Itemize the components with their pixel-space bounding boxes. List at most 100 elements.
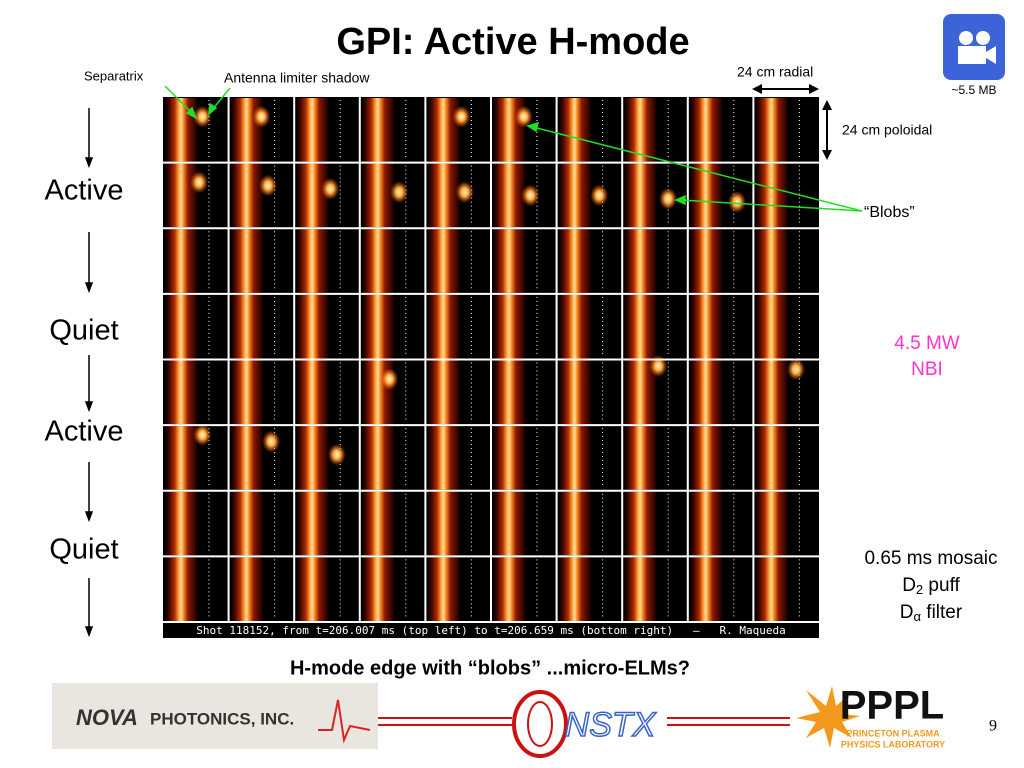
plasma-edge xyxy=(296,294,329,359)
pointer-lines xyxy=(164,85,863,212)
radial-label: 24 cm radial xyxy=(737,64,813,80)
plasma-edge xyxy=(230,491,263,556)
plasma-edge xyxy=(493,163,525,228)
plasma-edge xyxy=(361,163,394,228)
plasma-edge xyxy=(493,491,525,556)
plasma-edge xyxy=(427,294,460,359)
plasma-edge xyxy=(755,426,788,490)
nova-name: NOVA xyxy=(76,705,138,730)
blob xyxy=(258,174,277,197)
plasma-edge xyxy=(558,360,591,425)
puff-base: D xyxy=(902,575,916,596)
plasma-edge xyxy=(624,294,657,359)
plasma-edge xyxy=(230,426,263,490)
plasma-edge xyxy=(755,163,788,228)
plasma-edge xyxy=(558,491,591,556)
plasma-edge xyxy=(165,294,197,359)
plasma-edge xyxy=(296,98,329,162)
plasma-edge xyxy=(427,426,460,490)
plasma-edge xyxy=(755,294,788,359)
plasma-edge xyxy=(755,98,788,162)
plasma-edge xyxy=(165,360,197,425)
plasma-edge xyxy=(361,229,394,293)
puff-note: D2 puff xyxy=(902,575,960,597)
slide-title: GPI: Active H-mode xyxy=(336,21,689,63)
poloidal-label: 24 cm poloidal xyxy=(842,122,932,138)
blob xyxy=(521,184,540,207)
video-icon[interactable] xyxy=(943,14,1005,80)
puff-sub: 2 xyxy=(916,582,923,597)
nova-logo: NOVA PHOTONICS, INC. xyxy=(52,683,378,749)
blob xyxy=(452,105,471,128)
gpi-mosaic xyxy=(163,97,819,638)
phase-label: Active xyxy=(45,175,124,207)
plasma-edge xyxy=(624,426,657,490)
plasma-edge xyxy=(689,163,722,228)
plasma-edge xyxy=(361,98,394,162)
plasma-edge xyxy=(493,360,525,425)
plasma-edge xyxy=(296,491,329,556)
blob xyxy=(252,105,271,128)
plasma-edge xyxy=(165,426,197,490)
plasma-edge xyxy=(689,426,722,490)
blob xyxy=(380,368,399,391)
plasma-edge xyxy=(296,360,329,425)
blobs-label: “Blobs” xyxy=(864,204,915,221)
plasma-edge xyxy=(230,294,263,359)
divider-lines xyxy=(378,717,790,726)
plasma-edge xyxy=(624,229,657,293)
blob xyxy=(190,171,209,194)
pppl-name: PPPL xyxy=(840,684,944,728)
plasma-edge xyxy=(493,557,525,621)
plasma-edge xyxy=(361,491,394,556)
separatrix-label: Separatrix xyxy=(84,68,144,83)
blob xyxy=(321,177,340,200)
page-number: 9 xyxy=(989,718,997,735)
plasma-edge xyxy=(427,163,460,228)
heating-source: NBI xyxy=(911,359,943,380)
plasma-edge xyxy=(558,557,591,621)
plasma-edge xyxy=(230,360,263,425)
filter-sub: α xyxy=(914,609,922,624)
blob xyxy=(649,355,668,378)
file-size: ~5.5 MB xyxy=(951,83,996,97)
mosaic-caption: Shot 118152, from t=206.007 ms (top left… xyxy=(196,624,785,637)
plasma-edge xyxy=(427,491,460,556)
plasma-edge xyxy=(230,557,263,621)
plasma-edge xyxy=(427,557,460,621)
blob xyxy=(455,181,474,204)
plasma-edge xyxy=(230,163,263,228)
blob xyxy=(193,423,212,446)
pppl-sub: PHYSICS LABORATORY xyxy=(841,739,945,749)
plasma-edge xyxy=(361,294,394,359)
blob xyxy=(514,105,533,128)
blob xyxy=(590,184,609,207)
plasma-edge xyxy=(493,229,525,293)
plasma-edge xyxy=(624,163,657,228)
plasma-edge xyxy=(755,360,788,425)
nova-sub: PHOTONICS, INC. xyxy=(150,709,294,728)
plasma-edge xyxy=(361,426,394,490)
plasma-edge xyxy=(296,163,329,228)
phase-label: Active xyxy=(45,416,124,448)
plasma-edge xyxy=(624,557,657,621)
nstx-name: NSTX xyxy=(565,706,657,744)
plasma-edge xyxy=(427,98,460,162)
plasma-edge xyxy=(296,557,329,621)
plasma-edge xyxy=(558,229,591,293)
plasma-edge xyxy=(427,229,460,293)
plasma-edge xyxy=(755,491,788,556)
plasma-edge xyxy=(689,557,722,621)
blob xyxy=(193,105,212,128)
plasma-edge xyxy=(689,491,722,556)
phase-label: Quiet xyxy=(49,315,118,347)
plasma-edge xyxy=(624,491,657,556)
nstx-logo: NSTX xyxy=(512,690,657,758)
plasma-edge xyxy=(230,229,263,293)
plasma-edge xyxy=(558,294,591,359)
filter-rest: filter xyxy=(921,602,963,623)
plasma-edge xyxy=(493,294,525,359)
